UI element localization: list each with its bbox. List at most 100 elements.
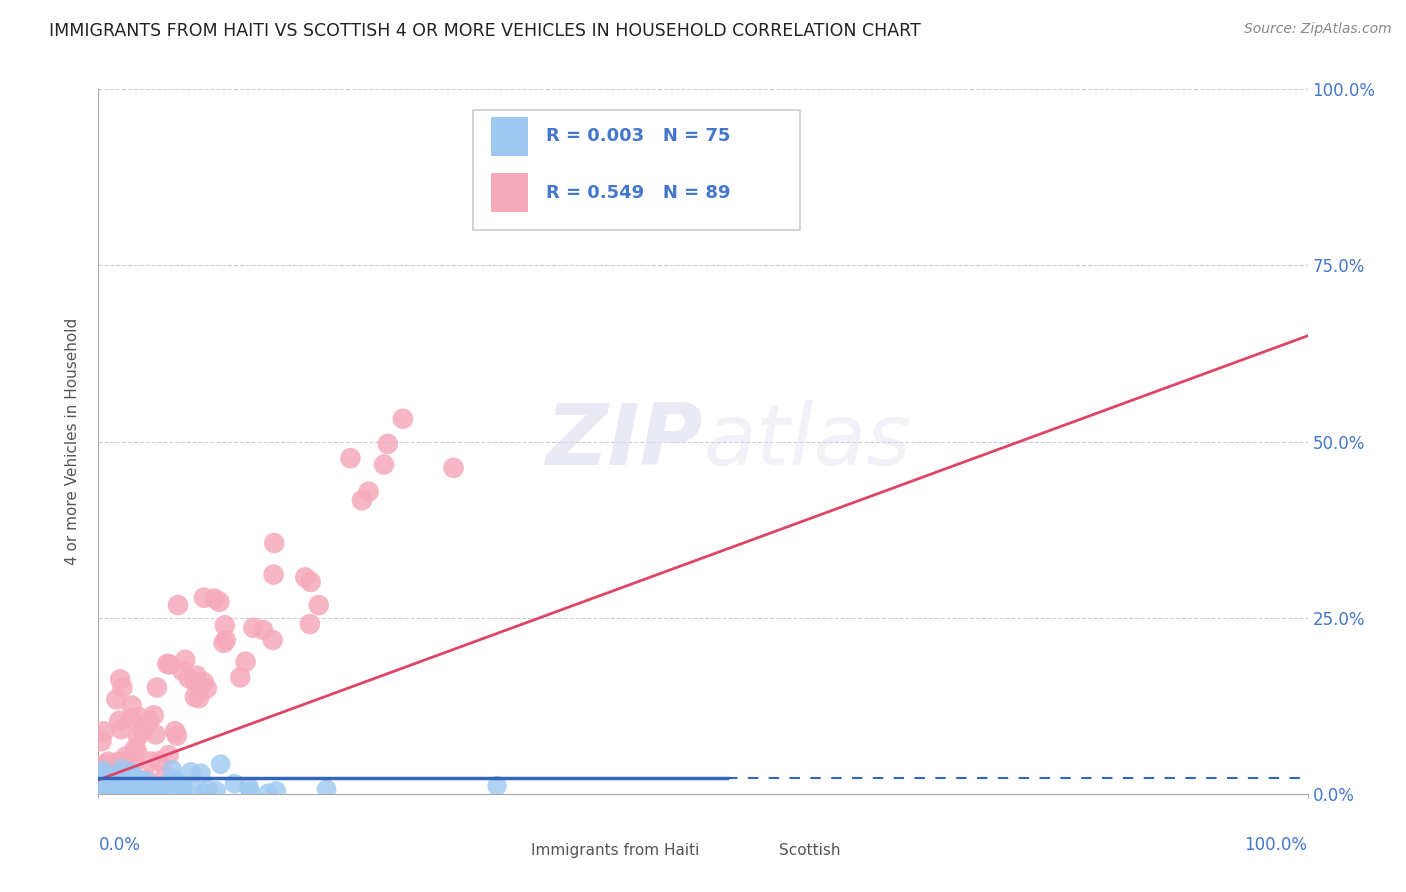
Point xyxy=(94,780,117,794)
Point xyxy=(94,778,117,792)
Point xyxy=(107,784,129,798)
Point xyxy=(90,780,112,794)
Point xyxy=(122,784,145,798)
Point xyxy=(193,675,215,690)
Point xyxy=(257,786,280,800)
Point xyxy=(162,763,184,777)
Point xyxy=(97,784,120,798)
Point xyxy=(111,780,134,794)
Point xyxy=(357,484,380,499)
Point xyxy=(115,749,138,764)
Point xyxy=(104,780,127,794)
Point xyxy=(141,782,163,797)
Point xyxy=(229,670,252,684)
Point xyxy=(96,783,118,797)
Point xyxy=(94,757,117,772)
Point xyxy=(134,773,156,788)
Point xyxy=(142,708,165,723)
Y-axis label: 4 or more Vehicles in Household: 4 or more Vehicles in Household xyxy=(65,318,80,566)
Point xyxy=(122,786,145,800)
Point xyxy=(138,780,160,794)
Point xyxy=(209,757,232,772)
Point xyxy=(122,756,145,771)
Point xyxy=(90,765,112,780)
Point xyxy=(180,764,202,779)
Point xyxy=(156,657,179,671)
Point xyxy=(111,775,134,789)
Point xyxy=(205,784,228,798)
Point xyxy=(111,786,134,800)
Point xyxy=(157,748,180,763)
Point xyxy=(105,781,128,796)
Point xyxy=(98,775,121,789)
Point xyxy=(149,780,172,795)
Point xyxy=(135,784,157,798)
Point xyxy=(184,675,207,690)
Point xyxy=(208,595,231,609)
Point xyxy=(121,783,143,797)
Point xyxy=(114,774,136,789)
Point xyxy=(104,781,127,796)
Point xyxy=(266,784,288,798)
Point xyxy=(100,780,122,794)
FancyBboxPatch shape xyxy=(474,111,800,230)
Point xyxy=(172,664,194,678)
Point xyxy=(112,780,135,794)
Point xyxy=(263,536,285,550)
Text: R = 0.003   N = 75: R = 0.003 N = 75 xyxy=(546,128,730,145)
FancyBboxPatch shape xyxy=(485,839,522,861)
Point xyxy=(121,765,143,780)
Point xyxy=(90,734,112,748)
Point xyxy=(315,782,337,797)
Point xyxy=(486,779,509,793)
Point xyxy=(96,784,118,798)
Point xyxy=(163,772,186,786)
Point xyxy=(224,777,246,791)
Point xyxy=(90,779,112,793)
Point xyxy=(118,786,141,800)
Point xyxy=(115,784,138,798)
Point xyxy=(190,766,212,780)
Point xyxy=(239,785,262,799)
Point xyxy=(110,764,132,779)
Point xyxy=(197,782,219,797)
Point xyxy=(163,724,186,739)
Point xyxy=(105,776,128,790)
Point xyxy=(186,668,208,682)
Point xyxy=(155,768,177,782)
Point xyxy=(339,451,361,466)
Point xyxy=(121,698,143,713)
Point xyxy=(96,780,118,794)
Text: IMMIGRANTS FROM HAITI VS SCOTTISH 4 OR MORE VEHICLES IN HOUSEHOLD CORRELATION CH: IMMIGRANTS FROM HAITI VS SCOTTISH 4 OR M… xyxy=(49,22,921,40)
Point xyxy=(252,623,274,637)
Text: Scottish: Scottish xyxy=(779,843,841,858)
Point xyxy=(98,780,121,794)
Point xyxy=(172,780,194,795)
Point xyxy=(141,786,163,800)
Point xyxy=(162,786,184,800)
Text: Immigrants from Haiti: Immigrants from Haiti xyxy=(531,843,700,858)
Point xyxy=(124,742,146,756)
Point xyxy=(128,710,150,724)
Point xyxy=(107,755,129,769)
Point xyxy=(120,712,142,726)
Point xyxy=(111,780,134,794)
Point xyxy=(105,780,128,795)
Point xyxy=(90,780,112,794)
Point xyxy=(159,657,181,672)
Point xyxy=(184,690,207,704)
Point xyxy=(136,772,159,787)
Point xyxy=(181,782,204,797)
Text: ZIP: ZIP xyxy=(546,400,703,483)
Point xyxy=(110,782,132,797)
Point xyxy=(166,729,188,743)
Point xyxy=(392,411,415,425)
Point xyxy=(149,781,172,796)
Point xyxy=(350,493,373,508)
Text: 0.0%: 0.0% xyxy=(98,836,141,855)
Point xyxy=(124,780,146,794)
Point xyxy=(125,744,148,758)
Point xyxy=(91,764,114,778)
Point xyxy=(139,755,162,769)
Point xyxy=(121,768,143,782)
